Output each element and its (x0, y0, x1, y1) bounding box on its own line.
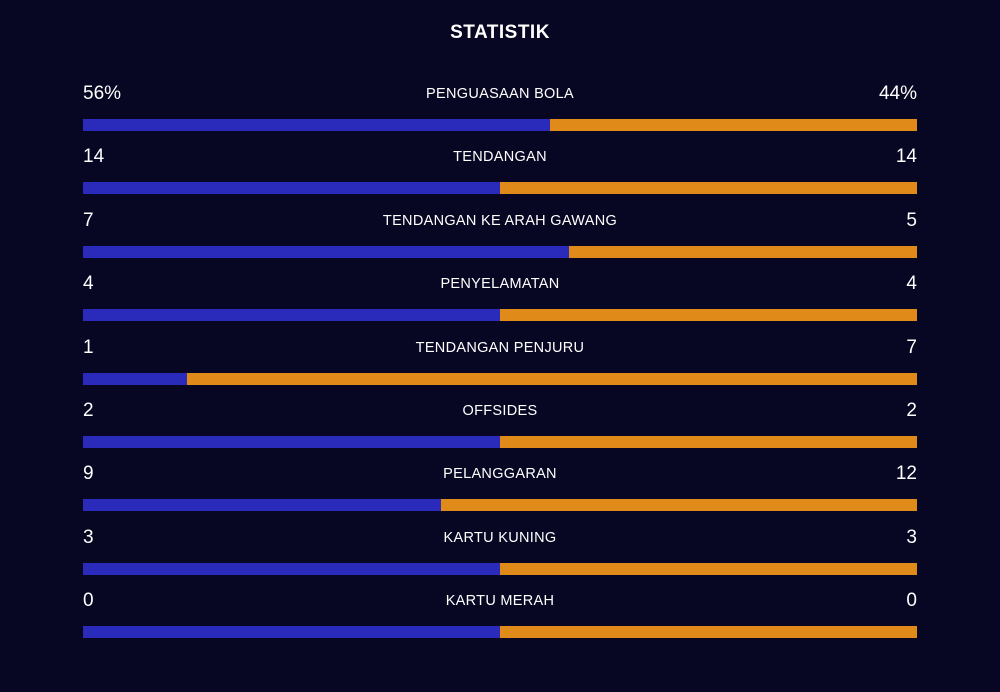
stat-label: PELANGGARAN (443, 466, 557, 483)
home-value: 1 (83, 336, 94, 358)
stat-row: 2 OFFSIDES 2 (83, 397, 917, 460)
home-value: 14 (83, 146, 105, 168)
home-bar-segment (83, 435, 500, 448)
away-bar-segment (500, 562, 917, 575)
away-value: 44% (878, 83, 917, 104)
away-value: 3 (906, 526, 917, 548)
home-bar-segment (83, 626, 500, 639)
stat-row: 14 TENDANGAN 14 (83, 143, 917, 206)
stat-label: OFFSIDES (462, 402, 538, 419)
stat-row: 56% PENGUASAAN BOLA 44% (83, 80, 917, 143)
stat-label: PENGUASAAN BOLA (426, 86, 574, 102)
home-value: 7 (83, 209, 94, 231)
away-bar-segment (187, 372, 917, 385)
away-bar-segment (569, 245, 917, 258)
away-bar-segment (550, 119, 917, 131)
home-bar-segment (83, 182, 500, 195)
away-value: 12 (895, 463, 917, 485)
comparison-bar (83, 499, 917, 512)
away-value: 0 (906, 590, 917, 612)
home-bar-segment (83, 562, 500, 575)
away-bar-segment (500, 182, 917, 195)
home-bar-segment (83, 372, 188, 385)
stat-label: TENDANGAN (453, 149, 547, 166)
home-value: 56% (83, 83, 122, 104)
stat-label: KARTU KUNING (443, 529, 557, 546)
stat-row: 4 PENYELAMATAN 4 (83, 270, 917, 333)
stat-row: 9 PELANGGARAN 12 (83, 460, 917, 523)
away-value: 5 (906, 209, 917, 231)
stat-label: KARTU MERAH (445, 593, 555, 610)
away-value: 4 (906, 273, 917, 295)
page-title: STATISTIK (450, 22, 550, 43)
comparison-bar (83, 309, 917, 322)
home-bar-segment (83, 245, 570, 258)
stats-list: 56% PENGUASAAN BOLA 44% 14 TENDANGAN 14 7 TENDA… (83, 80, 917, 651)
away-value: 7 (906, 336, 917, 358)
comparison-bar (83, 119, 917, 131)
away-bar-segment (440, 499, 917, 512)
stat-row: 0 KARTU MERAH 0 (83, 587, 917, 650)
stat-label: TENDANGAN PENJURU (415, 339, 585, 356)
stat-row: 7 TENDANGAN KE ARAH GAWANG 5 (83, 207, 917, 270)
stat-row: 3 KARTU KUNING 3 (83, 524, 917, 587)
stat-label: PENYELAMATAN (440, 276, 560, 293)
away-value: 2 (906, 399, 917, 421)
away-value: 14 (895, 146, 917, 168)
home-value: 0 (83, 590, 94, 612)
comparison-bar (83, 562, 917, 575)
comparison-bar (83, 372, 917, 385)
away-bar-segment (500, 309, 917, 322)
home-bar-segment (83, 309, 500, 322)
comparison-bar (83, 626, 917, 639)
comparison-bar (83, 435, 917, 448)
away-bar-segment (500, 626, 917, 639)
home-bar-segment (83, 499, 441, 512)
comparison-bar (83, 245, 917, 258)
home-value: 9 (83, 463, 94, 485)
home-value: 2 (83, 399, 94, 421)
home-bar-segment (83, 119, 551, 131)
comparison-bar (83, 182, 917, 195)
stat-label: TENDANGAN KE ARAH GAWANG (382, 212, 618, 229)
stat-row: 1 TENDANGAN PENJURU 7 (83, 334, 917, 397)
home-value: 4 (83, 273, 94, 295)
home-value: 3 (83, 526, 94, 548)
away-bar-segment (500, 435, 917, 448)
